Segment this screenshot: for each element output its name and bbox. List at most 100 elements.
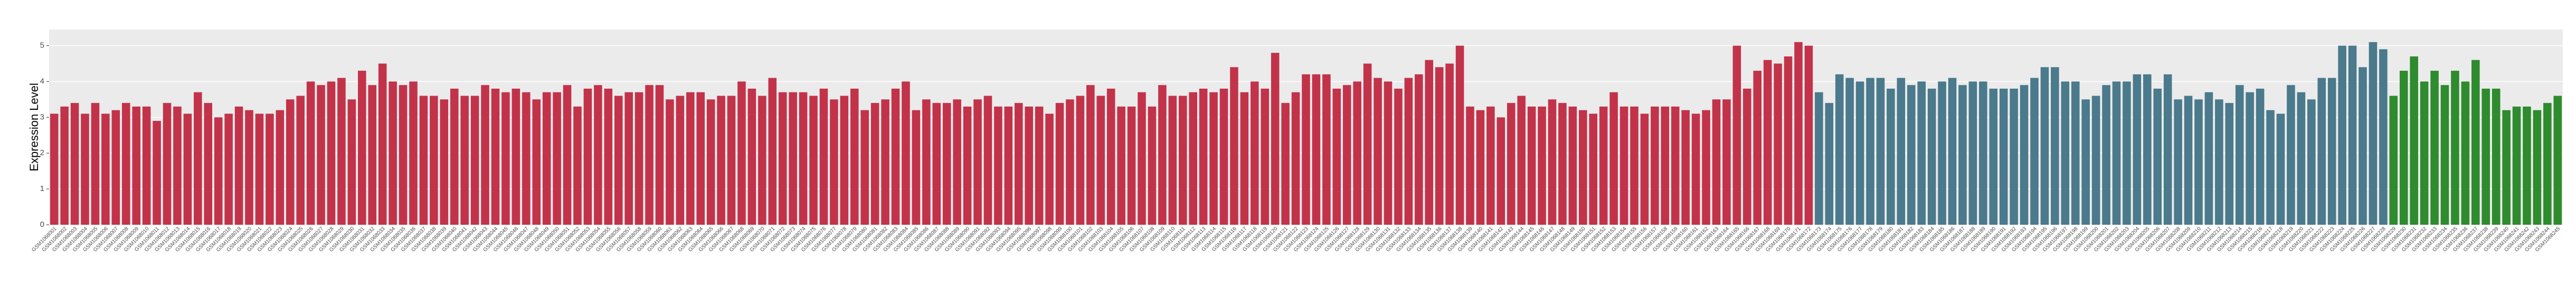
bar xyxy=(2307,99,2316,225)
bar xyxy=(2379,49,2388,225)
bar xyxy=(1322,74,1331,225)
bar xyxy=(686,92,695,225)
bar xyxy=(1517,95,1526,225)
bar xyxy=(840,95,849,225)
y-tick-label: 0 xyxy=(40,220,44,229)
bar xyxy=(1025,106,1033,225)
bar xyxy=(2256,89,2265,225)
bar xyxy=(1845,78,1854,225)
bar xyxy=(1620,106,1628,225)
bar xyxy=(2523,106,2531,225)
y-tick-label: 1 xyxy=(40,184,44,193)
bar xyxy=(1209,92,1218,225)
bar xyxy=(2430,71,2439,225)
bar xyxy=(2133,74,2142,225)
y-tick-label: 3 xyxy=(40,112,44,121)
bar xyxy=(2369,42,2378,225)
bar xyxy=(1743,89,1751,225)
bar xyxy=(870,103,879,225)
bar xyxy=(1527,106,1536,225)
bar xyxy=(789,92,797,225)
bar xyxy=(799,92,808,225)
bar xyxy=(214,117,223,225)
y-tick-label: 5 xyxy=(40,41,44,50)
bar xyxy=(1189,92,1197,225)
bar xyxy=(1271,53,1280,225)
bar xyxy=(2184,95,2193,225)
bar xyxy=(1219,89,1228,225)
bar xyxy=(2420,81,2429,225)
bar xyxy=(963,106,972,225)
bar xyxy=(1240,92,1249,225)
bar xyxy=(1445,63,1454,225)
bar xyxy=(163,103,172,225)
bar xyxy=(2123,81,2131,225)
bar xyxy=(2359,67,2367,225)
bar xyxy=(1825,103,1834,225)
bar xyxy=(624,92,633,225)
bar xyxy=(2543,103,2552,225)
bar xyxy=(1466,106,1474,225)
bar xyxy=(1589,113,1598,225)
bar xyxy=(142,106,151,225)
bar xyxy=(2153,89,2162,225)
bar xyxy=(1887,89,1895,225)
bar xyxy=(1999,89,2008,225)
bar xyxy=(2482,89,2490,225)
bar xyxy=(1014,103,1023,225)
bar xyxy=(2471,60,2480,225)
bar xyxy=(1784,56,1793,225)
bar xyxy=(1127,106,1136,225)
bar xyxy=(1045,113,1054,225)
bar xyxy=(902,81,910,225)
bar xyxy=(1948,78,1957,225)
bar xyxy=(1435,67,1444,225)
bar xyxy=(2102,85,2110,225)
bar xyxy=(717,95,725,225)
bar xyxy=(1507,103,1516,225)
bar xyxy=(1353,81,1361,225)
bar xyxy=(2512,106,2521,225)
bar xyxy=(2327,78,2336,225)
bar xyxy=(1066,99,1074,225)
bar xyxy=(1096,95,1105,225)
bar xyxy=(655,85,664,225)
bar xyxy=(1261,89,1270,225)
bar xyxy=(2112,81,2121,225)
bar xyxy=(2440,85,2449,225)
bar xyxy=(1332,89,1341,225)
bar xyxy=(2143,74,2152,225)
bar xyxy=(1117,106,1125,225)
bar xyxy=(337,78,346,225)
bar xyxy=(81,113,89,225)
bar xyxy=(1661,106,1670,225)
bar xyxy=(1004,106,1013,225)
bar xyxy=(2266,110,2275,225)
bar xyxy=(758,95,766,225)
bar xyxy=(1938,81,1946,225)
bar xyxy=(440,99,449,225)
bar xyxy=(2204,92,2213,225)
bar xyxy=(255,113,264,225)
bar xyxy=(1897,78,1906,225)
bar xyxy=(1774,63,1782,225)
bar xyxy=(1866,78,1874,225)
bar xyxy=(983,95,992,225)
bar xyxy=(1178,95,1187,225)
bar xyxy=(173,106,182,225)
bar xyxy=(994,106,1002,225)
bar xyxy=(1763,60,1772,225)
bar xyxy=(1342,85,1351,225)
bar xyxy=(973,99,982,225)
bar xyxy=(266,113,274,225)
bar xyxy=(2533,110,2542,225)
bar xyxy=(2399,71,2408,225)
bar xyxy=(111,110,120,225)
bar xyxy=(2297,92,2306,225)
bar xyxy=(1055,103,1064,225)
bar xyxy=(1404,78,1413,225)
bar xyxy=(245,110,253,225)
bar xyxy=(1486,106,1495,225)
bar xyxy=(860,110,869,225)
